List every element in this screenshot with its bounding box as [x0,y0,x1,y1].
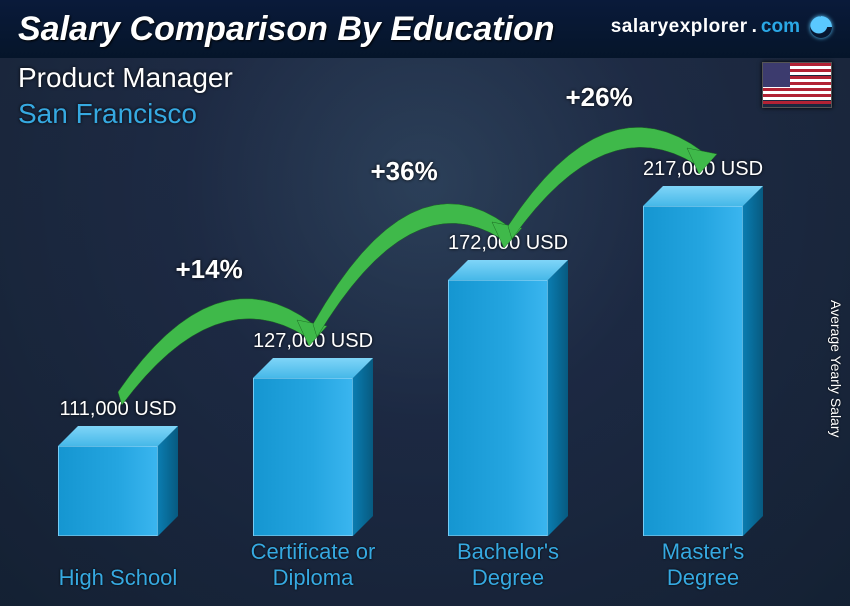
brand-suffix: com [761,16,800,38]
increase-pct-label: +26% [566,82,633,113]
bar-category-label: Master'sDegree [608,539,798,590]
bar-front [58,446,158,536]
salary-bar-chart: 111,000 USDHigh School127,000 USDCertifi… [48,150,802,590]
bar-side [743,186,763,536]
bar-side [548,260,568,536]
bar-body [58,446,178,536]
bar-side [353,358,373,536]
increase-arc: +26% [468,68,743,256]
page-title: Salary Comparison By Education [18,10,555,49]
bar-category-label: Bachelor'sDegree [413,539,603,590]
location: San Francisco [18,98,197,130]
brand-dot: . [752,16,757,38]
y-axis-label: Average Yearly Salary [828,300,844,438]
increase-pct-label: +14% [176,254,243,285]
brand-name: salaryexplorer [611,16,748,38]
bar-category-label: High School [23,565,213,590]
increase-pct-label: +36% [371,156,438,187]
job-title: Product Manager [18,62,233,94]
globe-icon [810,16,832,38]
bar-0: 111,000 USDHigh School [58,446,178,536]
bar-top [58,426,178,446]
header-bar: Salary Comparison By Education salaryexp… [0,0,850,58]
flag-usa-icon [762,62,832,108]
brand: salaryexplorer.com [611,16,832,38]
bar-category-label: Certificate orDiploma [218,539,408,590]
